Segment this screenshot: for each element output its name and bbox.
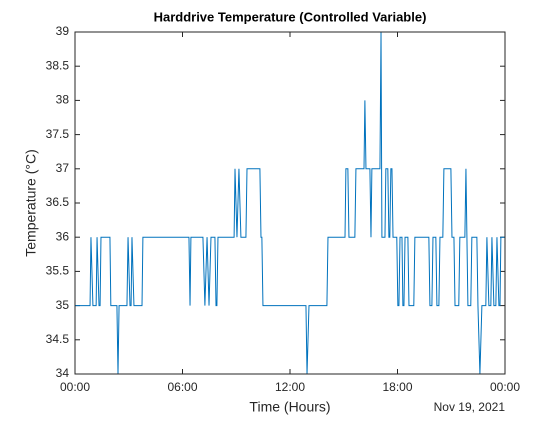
x-date-label: Nov 19, 2021 xyxy=(434,400,506,414)
y-tick-label: 38.5 xyxy=(46,58,70,72)
y-tick-label: 39 xyxy=(56,24,70,38)
y-axis-label: Temperature (°C) xyxy=(23,149,39,257)
y-tick-label: 35.5 xyxy=(46,264,70,278)
y-tick-label: 34.5 xyxy=(46,332,70,346)
x-tick-label: 12:00 xyxy=(275,380,305,394)
x-tick-label: 06:00 xyxy=(167,380,197,394)
axes-box xyxy=(74,31,506,375)
x-axis-label: Time (Hours) xyxy=(249,399,330,415)
y-tick-label: 35 xyxy=(56,298,70,312)
y-tick-label: 36 xyxy=(56,229,70,243)
y-tick-label: 37.5 xyxy=(46,127,70,141)
x-tick-label: 00:00 xyxy=(490,380,520,394)
y-tick-label: 34 xyxy=(56,366,70,380)
x-tick-label: 18:00 xyxy=(382,380,412,394)
y-tick-label: 38 xyxy=(56,93,70,107)
y-tick-label: 36.5 xyxy=(46,195,70,209)
chart-title: Harddrive Temperature (Controlled Variab… xyxy=(154,9,427,24)
x-tick-label: 00:00 xyxy=(60,380,90,394)
y-tick-label: 37 xyxy=(56,161,70,175)
data-line xyxy=(75,31,505,375)
